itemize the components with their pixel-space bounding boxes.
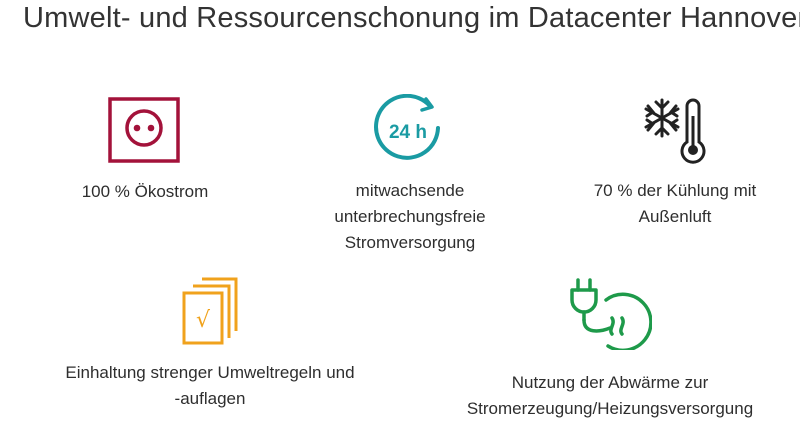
power-socket-icon bbox=[108, 97, 180, 163]
feature-label: 100 % Ökostrom bbox=[81, 182, 209, 201]
plug-heat-icon bbox=[570, 278, 652, 350]
check-mark-text: √ bbox=[196, 308, 211, 333]
feature-label: 70 % der Kühlung mit Außenluft bbox=[593, 181, 757, 226]
feature-label: mitwachsende unterbrechungsfreie Stromve… bbox=[334, 181, 486, 252]
feature-label: Einhaltung strenger Umweltregeln und -au… bbox=[65, 363, 355, 408]
clock-24h-text: 24 h bbox=[389, 122, 427, 143]
feature-label: Nutzung der Abwärme zur Stromerzeugung/H… bbox=[466, 373, 754, 418]
snowflake-thermometer-icon bbox=[644, 98, 706, 164]
24h-clock-icon: 24 h bbox=[374, 94, 440, 160]
page-title: Umwelt- und Ressourcenschonung im Datace… bbox=[23, 2, 800, 34]
checked-documents-icon: √ bbox=[182, 277, 238, 345]
